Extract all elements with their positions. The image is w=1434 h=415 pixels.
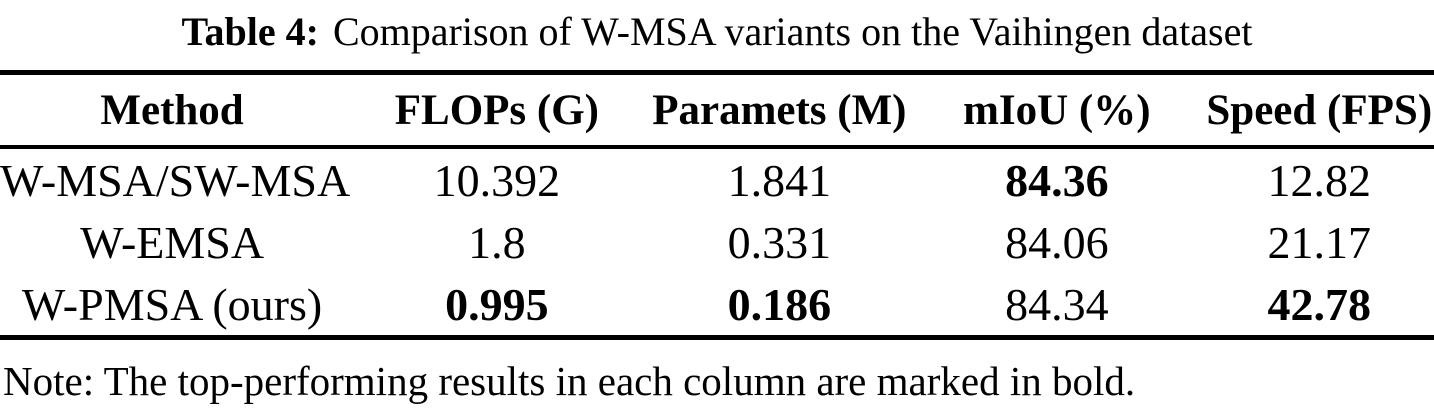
- cell-flops: 1.8: [468, 216, 526, 268]
- cell-speed: 21.17: [1267, 216, 1372, 268]
- cell-miou: 84.34: [1005, 278, 1109, 330]
- column-header-params: Paramets (M): [649, 72, 910, 149]
- table-row: W-PMSA (ours) 0.995 0.186 84.34 42.78: [0, 273, 1434, 338]
- column-header-miou: mIoU (%): [909, 72, 1205, 149]
- table-header-row: Method FLOPs (G) Paramets (M) mIoU (%) S…: [0, 72, 1434, 149]
- table-caption-text: Comparison of W-MSA variants on the Vaih…: [332, 9, 1253, 54]
- cell-flops: 10.392: [433, 154, 561, 206]
- cell-params: 0.186: [727, 278, 832, 330]
- cell-miou: 84.36: [1005, 154, 1109, 206]
- results-table: Method FLOPs (G) Paramets (M) mIoU (%) S…: [0, 70, 1434, 340]
- table-caption: Table 4: Comparison of W-MSA variants on …: [0, 0, 1434, 58]
- cell-params: 0.331: [727, 216, 832, 268]
- cell-flops: 0.995: [445, 278, 549, 330]
- table-row: W-MSA/SW-MSA 10.392 1.841 84.36 12.82: [0, 147, 1434, 211]
- cell-method: W-PMSA (ours): [21, 278, 323, 330]
- cell-speed: 12.82: [1267, 154, 1372, 206]
- cell-method: W-MSA/SW-MSA: [0, 154, 351, 206]
- cell-speed: 42.78: [1267, 278, 1372, 330]
- column-header-method: Method: [0, 72, 345, 149]
- table-row: W-EMSA 1.8 0.331 84.06 21.17: [0, 211, 1434, 273]
- column-header-flops: FLOPs (G): [344, 72, 650, 149]
- cell-params: 1.841: [727, 154, 832, 206]
- column-header-speed: Speed (FPS): [1204, 72, 1434, 149]
- cell-method: W-EMSA: [80, 216, 265, 268]
- cell-miou: 84.06: [1005, 216, 1109, 268]
- table-note: Note: The top-performing results in each…: [3, 358, 1136, 404]
- table-caption-label: Table 4:: [181, 9, 319, 54]
